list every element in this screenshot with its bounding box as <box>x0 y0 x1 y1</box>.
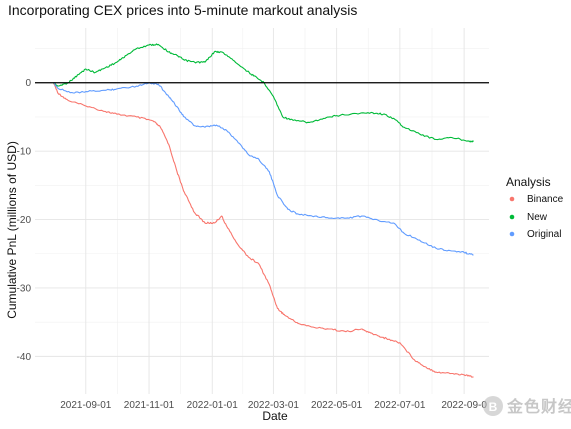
x-tick-label: 2022-03-01 <box>248 400 300 411</box>
y-tick-label: 0 <box>25 78 31 89</box>
watermark-logo-glyph: B <box>489 400 498 414</box>
x-tick-label: 2022-09-0 <box>441 400 487 411</box>
x-tick-label: 2022-01-01 <box>187 400 239 411</box>
plot-background <box>35 28 489 394</box>
x-tick-label: 2021-09-01 <box>60 400 112 411</box>
legend-key-new <box>509 214 515 220</box>
legend-key-binance <box>509 196 515 202</box>
legend-label-original: Original <box>527 229 561 240</box>
series-line-binance <box>53 82 474 378</box>
x-tick-label: 2021-11-01 <box>124 400 175 411</box>
y-tick-label: -40 <box>17 352 32 363</box>
legend: Analysis Binance New Original <box>506 175 564 240</box>
x-axis-title: Date <box>262 409 288 423</box>
y-tick-label: -20 <box>17 215 32 226</box>
x-tick-label: 2022-07-01 <box>374 400 426 411</box>
y-tick-label: -30 <box>17 283 32 294</box>
series-line-new <box>53 43 474 143</box>
y-tick-label: -10 <box>17 147 32 158</box>
y-axis-title: Cumulative PnL (millions of USD) <box>5 141 19 319</box>
legend-label-binance: Binance <box>527 194 564 205</box>
legend-key-original <box>509 231 515 237</box>
watermark-text: 金色财经 <box>506 397 571 416</box>
watermark: B 金色财经 <box>483 396 571 416</box>
x-tick-label: 2022-05-01 <box>311 400 363 411</box>
plot-area: 0 -10 -20 -30 -40 2021-09-01 2021-11-01 2022-01… <box>17 28 489 411</box>
series-line-original <box>53 82 474 256</box>
legend-label-new: New <box>527 212 548 223</box>
legend-title: Analysis <box>506 175 551 189</box>
watermark-logo-icon <box>483 396 503 416</box>
chart-title: Incorporating CEX prices into 5-minute m… <box>8 2 357 18</box>
